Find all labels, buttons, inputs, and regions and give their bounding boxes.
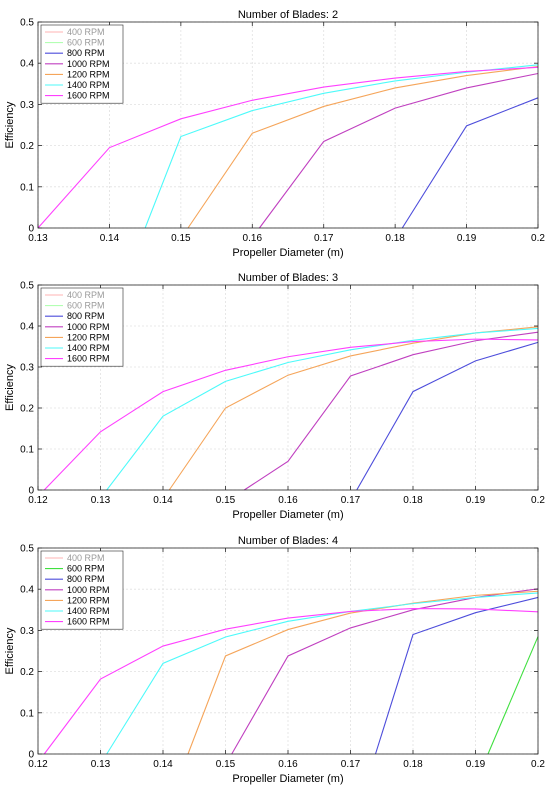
legend-entry: 1000 RPM (67, 59, 110, 69)
series-line-1400-rpm (144, 64, 539, 229)
chart-title: Number of Blades: 4 (238, 535, 338, 547)
y-tick-label: 0.4 (20, 322, 34, 333)
y-tick-label: 0.4 (20, 59, 34, 70)
legend-entry: 400 RPM (67, 27, 105, 37)
x-tick-label: 0.14 (100, 233, 120, 244)
y-tick-label: 0.1 (20, 708, 34, 719)
legend-entry: 400 RPM (67, 290, 105, 300)
legend-entry: 1400 RPM (67, 80, 110, 90)
x-tick-label: 0.2 (531, 759, 545, 770)
x-tick-label: 0.12 (28, 759, 48, 770)
y-axis-label: Efficiency (4, 364, 16, 411)
legend-entry: 1000 RPM (67, 322, 110, 332)
legend-entry: 1600 RPM (67, 354, 110, 364)
x-axis-label: Propeller Diameter (m) (232, 773, 343, 785)
legend-entry: 400 RPM (67, 553, 105, 563)
series-line-1200-rpm (187, 590, 539, 755)
chart-title: Number of Blades: 3 (238, 272, 338, 284)
y-tick-label: 0.2 (20, 404, 34, 415)
series-line-800-rpm (401, 97, 539, 229)
x-tick-label: 0.18 (403, 759, 423, 770)
series-line-600-rpm (487, 636, 539, 755)
series-line-1400-rpm (106, 327, 539, 491)
chart-panel-2: 0.12 0.13 0.14 0.15 0.16 0.17 0.18 0.19 0.2 0 0.1 0… (4, 272, 545, 521)
legend-entry: 1200 RPM (67, 595, 110, 605)
series-line-1600-rpm (37, 66, 539, 229)
legend-entry: 1400 RPM (67, 343, 110, 353)
x-tick-label: 0.12 (28, 495, 48, 506)
y-tick-label: 0 (28, 750, 34, 761)
legend-entry: 1000 RPM (67, 585, 110, 595)
x-tick-label: 0.17 (341, 495, 361, 506)
x-tick-label: 0.16 (243, 233, 263, 244)
legend-entry: 800 RPM (67, 311, 105, 321)
x-tick-label: 0.13 (91, 759, 111, 770)
plot-frame (37, 21, 539, 229)
legend-entry: 1600 RPM (67, 91, 110, 101)
legend-entry: 800 RPM (67, 574, 105, 584)
legend-entry: 1600 RPM (67, 617, 110, 627)
series-line-1400-rpm (106, 592, 539, 755)
x-tick-label: 0.15 (171, 233, 191, 244)
series-line-1600-rpm (43, 608, 539, 755)
x-tick-label: 0.14 (153, 759, 173, 770)
y-tick-label: 0.1 (20, 182, 34, 193)
series-line-800-rpm (356, 341, 539, 491)
y-tick-label: 0.3 (20, 626, 34, 637)
chart-title: Number of Blades: 2 (238, 9, 338, 21)
x-tick-label: 0.16 (278, 759, 298, 770)
x-tick-label: 0.15 (216, 495, 236, 506)
y-tick-label: 0.3 (20, 363, 34, 374)
series-line-1000-rpm (258, 72, 539, 229)
chart-panel-3: 0.12 0.13 0.14 0.15 0.16 0.17 0.18 0.19 0.2 0 0.1 0… (4, 535, 545, 785)
y-tick-label: 0 (28, 486, 34, 497)
y-axis-label: Efficiency (4, 627, 16, 674)
x-tick-label: 0.2 (531, 233, 545, 244)
y-tick-label: 0.5 (20, 544, 34, 555)
legend-entry: 600 RPM (67, 564, 105, 574)
x-tick-label: 0.13 (28, 233, 48, 244)
y-tick-label: 0.2 (20, 667, 34, 678)
y-tick-label: 0.4 (20, 585, 34, 596)
x-tick-label: 0.14 (153, 495, 173, 506)
y-tick-label: 0.1 (20, 445, 34, 456)
legend-entry: 1200 RPM (67, 332, 110, 342)
series-line-800-rpm (374, 596, 539, 755)
y-tick-label: 0 (28, 224, 34, 235)
chart-panel-1: 0.13 0.14 0.15 0.16 0.17 0.18 0.19 0.2 0 0.1 0.2 0.… (4, 9, 545, 259)
y-axis-label: Efficiency (4, 101, 16, 148)
legend-entry: 600 RPM (67, 301, 105, 311)
x-tick-label: 0.18 (385, 233, 405, 244)
x-tick-label: 0.15 (216, 759, 236, 770)
x-tick-label: 0.18 (403, 495, 423, 506)
y-tick-label: 0.3 (20, 100, 34, 111)
x-tick-label: 0.17 (341, 759, 361, 770)
x-tick-label: 0.17 (314, 233, 334, 244)
legend-entry: 600 RPM (67, 38, 105, 48)
x-tick-label: 0.2 (531, 495, 545, 506)
series-line-1000-rpm (231, 588, 539, 755)
legend-entry: 800 RPM (67, 48, 105, 58)
x-tick-label: 0.19 (466, 495, 486, 506)
x-tick-label: 0.19 (466, 759, 486, 770)
x-tick-label: 0.16 (278, 495, 298, 506)
x-tick-label: 0.19 (457, 233, 477, 244)
x-tick-label: 0.13 (91, 495, 111, 506)
y-tick-label: 0.2 (20, 141, 34, 152)
x-axis-label: Propeller Diameter (m) (232, 247, 343, 259)
y-tick-label: 0.5 (20, 281, 34, 292)
legend-entry: 1200 RPM (67, 69, 110, 79)
series-line-1600-rpm (43, 338, 539, 491)
series-line-1200-rpm (187, 65, 539, 229)
y-tick-label: 0.5 (20, 18, 34, 29)
x-axis-label: Propeller Diameter (m) (232, 509, 343, 521)
legend-entry: 1400 RPM (67, 606, 110, 616)
